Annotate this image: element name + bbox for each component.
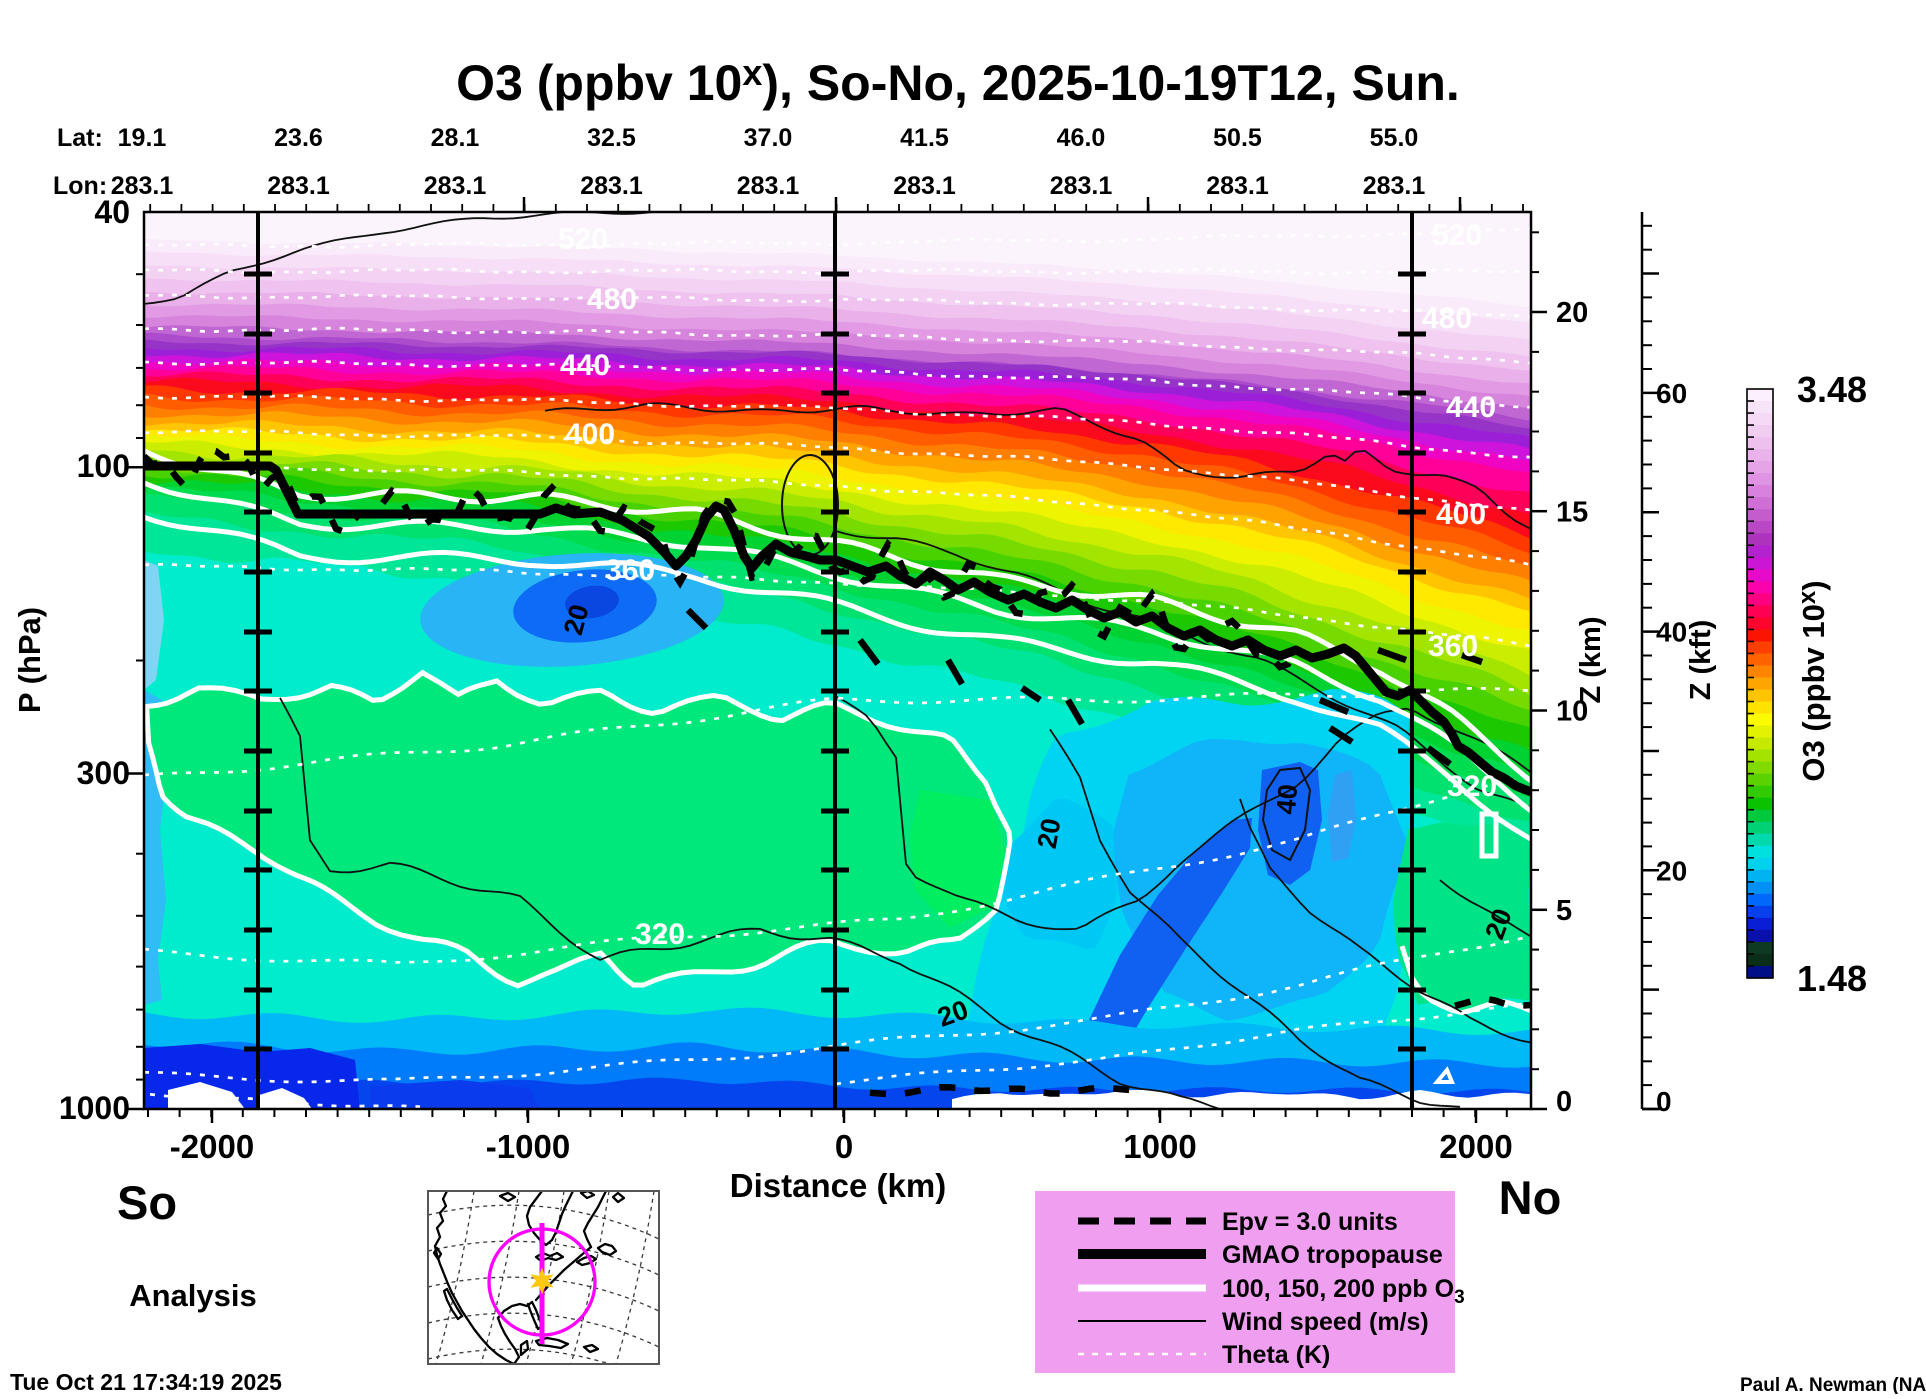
svg-text:28.1: 28.1 [431,124,480,152]
svg-text:32.5: 32.5 [587,124,636,152]
svg-text:-1000: -1000 [486,1128,570,1165]
svg-text:0: 0 [1556,1086,1572,1118]
svg-text:O3 (ppbv 10x): O3 (ppbv 10x) [1794,580,1831,781]
svg-text:3.48: 3.48 [1797,369,1867,410]
svg-text:Paul A. Newman (NASA: Paul A. Newman (NASA [1740,1375,1926,1394]
svg-text:440: 440 [560,349,610,382]
svg-text:Z (km): Z (km) [1575,617,1607,704]
svg-text:40: 40 [1271,783,1304,816]
svg-text:60: 60 [1656,378,1687,409]
svg-text:P (hPa): P (hPa) [12,607,47,713]
svg-text:283.1: 283.1 [111,172,174,200]
svg-text:283.1: 283.1 [1206,172,1269,200]
svg-text:283.1: 283.1 [1050,172,1113,200]
svg-text:Z (kft): Z (kft) [1685,620,1717,701]
svg-text:37.0: 37.0 [744,124,793,152]
svg-text:1000: 1000 [59,1090,130,1126]
svg-text:1.48: 1.48 [1797,958,1867,999]
svg-text:480: 480 [587,283,637,316]
svg-text:23.6: 23.6 [274,124,323,152]
svg-text:283.1: 283.1 [267,172,330,200]
svg-text:Lat:: Lat: [57,124,103,152]
svg-text:Lon:: Lon: [53,172,107,200]
svg-text:-2000: -2000 [170,1128,254,1165]
svg-text:2000: 2000 [1439,1128,1512,1165]
svg-text:440: 440 [1446,391,1496,424]
svg-text:GMAO tropopause: GMAO tropopause [1222,1241,1443,1269]
svg-text:480: 480 [1422,302,1472,335]
svg-text:360: 360 [1428,630,1478,663]
svg-text:320: 320 [1447,770,1497,803]
svg-text:283.1: 283.1 [1363,172,1426,200]
svg-text:1000: 1000 [1123,1128,1196,1165]
svg-text:No: No [1499,1171,1562,1224]
svg-text:40: 40 [1656,617,1687,648]
svg-text:20: 20 [1656,855,1687,886]
svg-text:10: 10 [1556,696,1588,728]
svg-text:5: 5 [1556,895,1572,927]
svg-text:100: 100 [77,448,130,484]
svg-text:15: 15 [1556,496,1588,528]
svg-text:Theta (K): Theta (K) [1222,1341,1330,1369]
svg-text:360: 360 [605,554,655,587]
svg-text:520: 520 [1432,219,1482,252]
svg-text:Analysis: Analysis [129,1278,257,1313]
svg-text:0: 0 [835,1128,853,1165]
svg-text:100, 150, 200 ppb O3: 100, 150, 200 ppb O3 [1222,1275,1465,1308]
svg-text:46.0: 46.0 [1057,124,1106,152]
svg-text:O3 (ppbv 10x), So-No, 2025-10-: O3 (ppbv 10x), So-No, 2025-10-19T12, Sun… [456,52,1460,111]
svg-text:0: 0 [1656,1086,1672,1117]
svg-text:20: 20 [1032,816,1067,851]
svg-text:283.1: 283.1 [737,172,800,200]
svg-text:55.0: 55.0 [1370,124,1419,152]
svg-text:50.5: 50.5 [1213,124,1262,152]
svg-text:Epv = 3.0 units: Epv = 3.0 units [1222,1208,1398,1236]
svg-text:Wind speed (m/s): Wind speed (m/s) [1222,1308,1429,1336]
svg-text:400: 400 [1436,498,1486,531]
svg-text:So: So [117,1176,177,1229]
svg-text:19.1: 19.1 [118,124,167,152]
svg-text:20: 20 [1556,297,1588,329]
svg-text:40: 40 [94,194,130,230]
svg-text:300: 300 [77,755,130,791]
svg-text:Tue Oct 21 17:34:19 2025: Tue Oct 21 17:34:19 2025 [10,1369,282,1394]
svg-text:Distance (km): Distance (km) [730,1167,946,1204]
svg-text:283.1: 283.1 [424,172,487,200]
svg-text:283.1: 283.1 [893,172,956,200]
svg-text:320: 320 [635,918,685,951]
svg-text:283.1: 283.1 [580,172,643,200]
svg-text:41.5: 41.5 [900,124,949,152]
svg-text:520: 520 [558,223,608,256]
svg-text:400: 400 [565,418,615,451]
